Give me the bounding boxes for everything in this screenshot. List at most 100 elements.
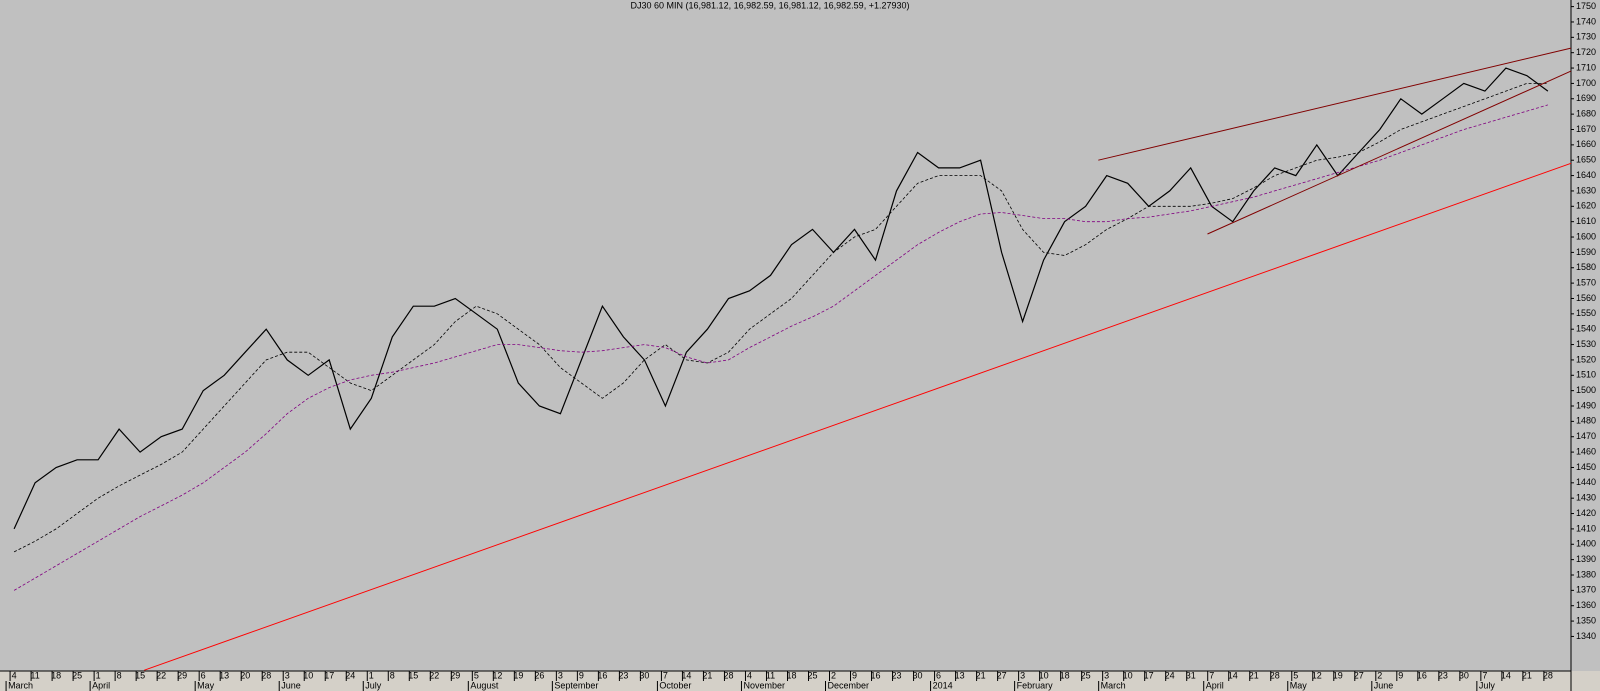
chart-title: DJ30 60 MIN (16,981.12, 16,982.59, 16,98… bbox=[631, 0, 910, 10]
y-tick-label: 1390 bbox=[1576, 554, 1596, 564]
x-tick-label: 5 bbox=[1293, 670, 1298, 680]
month-label: October bbox=[659, 680, 691, 690]
y-tick-label: 1360 bbox=[1576, 600, 1596, 610]
x-tick-label: 7 bbox=[1482, 670, 1487, 680]
y-tick-label: 1620 bbox=[1576, 201, 1596, 211]
x-tick-label: 23 bbox=[618, 670, 628, 680]
y-tick-label: 1470 bbox=[1576, 431, 1596, 441]
x-tick-label: 12 bbox=[492, 670, 502, 680]
x-tick-label: 3 bbox=[285, 670, 290, 680]
x-tick-label: 2 bbox=[1377, 670, 1382, 680]
y-tick-label: 1660 bbox=[1576, 139, 1596, 149]
month-label: May bbox=[197, 680, 215, 690]
x-tick-label: 16 bbox=[597, 670, 607, 680]
month-label: July bbox=[365, 680, 382, 690]
x-tick-label: 3 bbox=[558, 670, 563, 680]
month-label: November bbox=[743, 680, 785, 690]
x-tick-label: 9 bbox=[1398, 670, 1403, 680]
y-tick-label: 1600 bbox=[1576, 231, 1596, 241]
x-tick-label: 29 bbox=[450, 670, 460, 680]
y-tick-label: 1490 bbox=[1576, 400, 1596, 410]
x-tick-label: 3 bbox=[1104, 670, 1109, 680]
x-tick-label: 4 bbox=[12, 670, 17, 680]
x-tick-label: 22 bbox=[429, 670, 439, 680]
x-tick-label: 12 bbox=[1312, 670, 1322, 680]
x-axis-strip bbox=[0, 671, 1600, 691]
month-label: August bbox=[470, 680, 499, 690]
month-label: December bbox=[828, 680, 870, 690]
x-tick-label: 10 bbox=[1123, 670, 1133, 680]
x-tick-label: 21 bbox=[1249, 670, 1259, 680]
y-tick-label: 1340 bbox=[1576, 631, 1596, 641]
y-tick-label: 1640 bbox=[1576, 170, 1596, 180]
x-tick-label: 19 bbox=[1333, 670, 1343, 680]
x-tick-label: 28 bbox=[1270, 670, 1280, 680]
x-tick-label: 11 bbox=[766, 670, 775, 680]
y-tick-label: 1680 bbox=[1576, 109, 1596, 119]
month-label: September bbox=[554, 680, 598, 690]
x-tick-label: 13 bbox=[219, 670, 229, 680]
x-tick-label: 21 bbox=[976, 670, 986, 680]
x-tick-label: 28 bbox=[723, 670, 733, 680]
x-tick-label: 17 bbox=[1144, 670, 1154, 680]
y-tick-label: 1420 bbox=[1576, 508, 1596, 518]
x-tick-label: 5 bbox=[474, 670, 479, 680]
x-tick-label: 16 bbox=[871, 670, 881, 680]
month-label: April bbox=[1206, 680, 1224, 690]
x-tick-label: 20 bbox=[240, 670, 250, 680]
y-tick-label: 1540 bbox=[1576, 324, 1596, 334]
x-tick-label: 21 bbox=[1522, 670, 1532, 680]
y-tick-label: 1380 bbox=[1576, 569, 1596, 579]
x-tick-label: 24 bbox=[1165, 670, 1175, 680]
x-tick-label: 3 bbox=[1020, 670, 1025, 680]
x-tick-label: 31 bbox=[1186, 670, 1196, 680]
x-tick-label: 17 bbox=[324, 670, 334, 680]
month-label: March bbox=[8, 680, 33, 690]
y-tick-label: 1450 bbox=[1576, 462, 1596, 472]
x-tick-label: 21 bbox=[702, 670, 712, 680]
y-tick-label: 1430 bbox=[1576, 493, 1596, 503]
x-tick-label: 15 bbox=[135, 670, 145, 680]
y-tick-label: 1720 bbox=[1576, 47, 1596, 57]
price-line bbox=[144, 162, 1572, 671]
y-tick-label: 1570 bbox=[1576, 277, 1596, 287]
x-tick-label: 23 bbox=[1438, 670, 1448, 680]
x-tick-label: 8 bbox=[390, 670, 395, 680]
x-tick-label: 18 bbox=[51, 670, 61, 680]
month-label: 2014 bbox=[933, 680, 953, 690]
x-tick-label: 10 bbox=[303, 670, 313, 680]
y-tick-label: 1440 bbox=[1576, 477, 1596, 487]
y-tick-label: 1400 bbox=[1576, 539, 1596, 549]
x-tick-label: 30 bbox=[913, 670, 923, 680]
price-line bbox=[13, 104, 1549, 591]
x-tick-label: 24 bbox=[345, 670, 355, 680]
x-tick-label: 30 bbox=[639, 670, 649, 680]
month-label: May bbox=[1290, 680, 1308, 690]
x-tick-label: 9 bbox=[579, 670, 584, 680]
month-label: June bbox=[281, 680, 301, 690]
x-tick-label: 19 bbox=[513, 670, 523, 680]
x-tick-label: 15 bbox=[408, 670, 418, 680]
x-tick-label: 2 bbox=[831, 670, 836, 680]
x-tick-label: 1 bbox=[96, 670, 101, 680]
x-tick-label: 25 bbox=[807, 670, 817, 680]
month-label: June bbox=[1374, 680, 1394, 690]
y-tick-label: 1690 bbox=[1576, 93, 1596, 103]
x-tick-label: 14 bbox=[1501, 670, 1511, 680]
month-label: March bbox=[1101, 680, 1126, 690]
y-tick-label: 1630 bbox=[1576, 185, 1596, 195]
x-tick-label: 27 bbox=[1354, 670, 1364, 680]
x-tick-label: 8 bbox=[117, 670, 122, 680]
y-tick-label: 1370 bbox=[1576, 585, 1596, 595]
x-tick-label: 25 bbox=[72, 670, 82, 680]
month-label: April bbox=[92, 680, 110, 690]
x-tick-label: 29 bbox=[177, 670, 187, 680]
x-tick-label: 28 bbox=[1543, 670, 1553, 680]
x-tick-label: 9 bbox=[852, 670, 857, 680]
y-tick-label: 1750 bbox=[1576, 1, 1596, 11]
x-tick-label: 26 bbox=[534, 670, 544, 680]
y-tick-label: 1350 bbox=[1576, 615, 1596, 625]
x-tick-label: 13 bbox=[955, 670, 965, 680]
price-line bbox=[1207, 70, 1572, 235]
